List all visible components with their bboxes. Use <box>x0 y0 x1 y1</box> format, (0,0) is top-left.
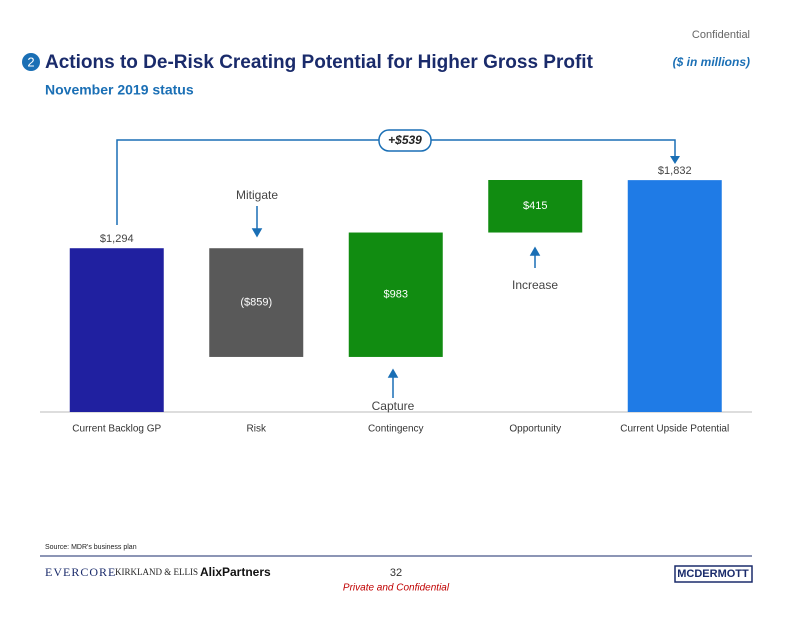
annotation: Capture <box>372 399 415 413</box>
section-badge <box>22 53 40 71</box>
x-tick-label: Contingency <box>368 424 424 435</box>
x-tick-label: Risk <box>247 424 267 435</box>
source: Source: MDR's business plan <box>45 544 137 551</box>
bracket-arrow <box>670 156 680 164</box>
logo: KIRKLAND & ELLIS <box>115 567 198 577</box>
data-label: $1,832 <box>658 165 692 177</box>
subtitle: November 2019 status <box>45 82 194 98</box>
data-label: ($859) <box>240 296 272 308</box>
data-label: $983 <box>384 289 408 301</box>
annotation: Increase <box>512 278 558 292</box>
classification: Private and Confidential <box>343 583 450 594</box>
annotation: Mitigate <box>236 188 278 202</box>
change-pill <box>378 129 432 152</box>
logo: AlixPartners <box>200 565 271 579</box>
logo-box <box>674 565 753 583</box>
bar <box>209 248 304 357</box>
bar <box>348 232 443 357</box>
arrow <box>387 368 399 398</box>
page-number: 32 <box>390 567 402 579</box>
units: ($ in millions) <box>673 55 750 69</box>
logo: MCDERMOTT <box>677 568 749 580</box>
bar <box>488 180 583 233</box>
x-tick-label: Current Backlog GP <box>72 424 161 435</box>
data-label: $1,294 <box>100 233 134 245</box>
confidential: Confidential <box>692 29 750 41</box>
x-tick-label: Current Upside Potential <box>620 424 729 435</box>
x-tick-label: Opportunity <box>509 424 561 435</box>
section-number: 2 <box>27 54 34 69</box>
change-label: +$539 <box>388 133 422 147</box>
bar <box>69 248 164 412</box>
plot: $1,294 Current Backlog GP ($859) Risk $983 Co… <box>69 165 729 435</box>
bar <box>627 180 722 412</box>
slide-title: Actions to De-Risk Creating Potential fo… <box>45 52 594 73</box>
logo: EVERCORE <box>45 565 116 579</box>
data-label: $415 <box>523 200 547 212</box>
arrow <box>529 246 541 268</box>
arrow <box>251 206 263 238</box>
